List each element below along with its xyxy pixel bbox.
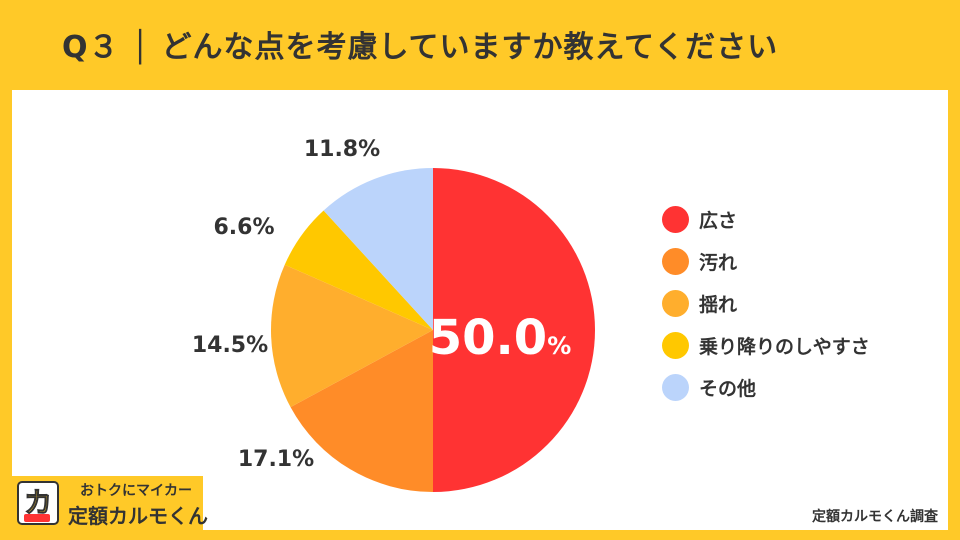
legend-item: 汚れ	[662, 240, 870, 282]
legend-swatch	[662, 373, 689, 401]
legend-label: その他	[699, 377, 757, 400]
legend-item: 広さ	[662, 198, 870, 240]
legend-swatch	[662, 247, 689, 275]
logo-brand-name: 定額カルモくん	[68, 504, 208, 528]
pie-slice	[323, 168, 433, 330]
slice-value-label: 17.1%	[238, 447, 314, 472]
legend-label: 乗り降りのしやすさ	[699, 335, 870, 358]
pie-slice	[284, 210, 433, 330]
pie-slice	[433, 168, 595, 492]
slice-value-label: 14.5%	[192, 333, 268, 358]
legend-label: 広さ	[699, 209, 738, 232]
legend-label: 汚れ	[699, 251, 738, 274]
legend-item: その他	[662, 366, 870, 408]
brand-logo: カ おトクにマイカー 定額カルモくん	[10, 476, 208, 530]
slice-value-label: 6.6%	[213, 215, 274, 240]
legend-swatch	[662, 205, 689, 233]
legend-item: 揺れ	[662, 282, 870, 324]
legend-swatch	[662, 331, 689, 359]
car-logo-icon: カ	[17, 481, 59, 525]
slice-value-label: 11.8%	[304, 137, 380, 162]
legend-swatch	[662, 289, 689, 317]
svg-text:カ: カ	[24, 486, 52, 519]
logo-tagline: おトクにマイカー	[80, 483, 192, 499]
pie-slice	[290, 330, 433, 492]
legend-label: 揺れ	[699, 293, 738, 316]
pie-slice	[271, 264, 433, 408]
chart-legend: 広さ汚れ揺れ乗り降りのしやすさ その他	[662, 198, 870, 408]
source-note: 定額カルモくん調査	[812, 509, 938, 525]
page-title: Q３ │ どんな点を考慮していますか教えてください	[62, 30, 779, 65]
slice-value-label: 50.0%	[429, 310, 571, 366]
legend-item: 乗り降りのしやすさ	[662, 324, 870, 366]
